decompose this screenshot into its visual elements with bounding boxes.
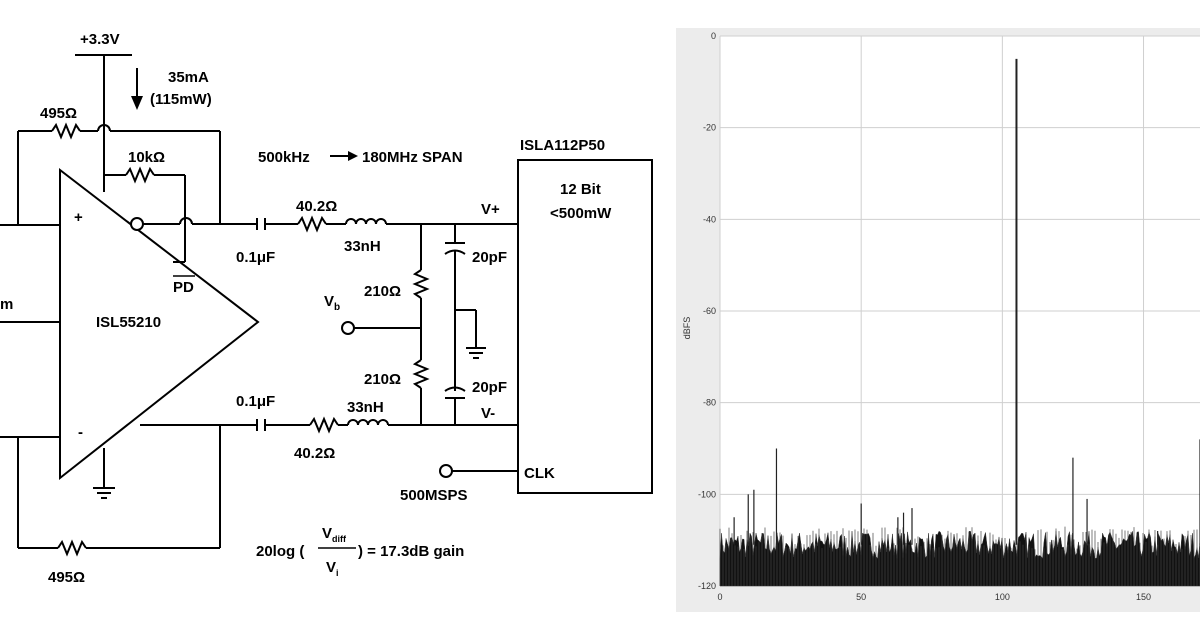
cap-adc-bot-plate-a <box>444 386 466 392</box>
gain-numerator: Vdiff <box>322 525 347 544</box>
amp-name: ISL55210 <box>96 314 161 331</box>
ind-top-label: 33nH <box>344 238 381 255</box>
cap-adc-bottom-label: 20pF <box>472 379 507 396</box>
r-pd-label: 10kΩ <box>128 149 165 166</box>
span-arrow-head <box>348 151 358 161</box>
out-plus-crossover <box>179 217 193 225</box>
current-label: 35mA <box>168 69 209 86</box>
ind-bottom <box>347 419 389 426</box>
cap-adc-top-label: 20pF <box>472 249 507 266</box>
r-feedback-bottom <box>57 539 87 557</box>
y-tick-label: -80 <box>703 398 716 408</box>
y-axis-label: dBFS <box>682 317 692 340</box>
r-bias-top <box>412 269 430 299</box>
r-bias-bottom-label: 210Ω <box>364 371 401 388</box>
vb-terminal <box>341 321 355 335</box>
supply-label: +3.3V <box>80 31 120 48</box>
y-tick-label: -20 <box>703 123 716 133</box>
r-feedback-bottom-label: 495Ω <box>48 569 85 586</box>
y-tick-label: -60 <box>703 306 716 316</box>
amplifier-symbol <box>59 167 260 481</box>
power-label: (115mW) <box>150 91 212 108</box>
span-label-2: 180MHz SPAN <box>362 149 463 166</box>
r-feedback-top-label: 495Ω <box>40 105 77 122</box>
clk-label: CLK <box>524 465 555 482</box>
x-tick-label: 150 <box>1136 592 1151 602</box>
fb-top-crossover <box>97 124 111 132</box>
r-pd <box>125 166 155 184</box>
adc-bits: 12 Bit <box>560 181 601 198</box>
r-series-bottom-label: 40.2Ω <box>294 445 335 462</box>
cap-bottom-label: 0.1μF <box>236 393 275 410</box>
clk-rate: 500MSPS <box>400 487 468 504</box>
gain-denominator: Vi <box>326 559 339 578</box>
adc-name: ISLA112P50 <box>520 137 605 154</box>
x-tick-label: 50 <box>856 592 866 602</box>
adc-power: <500mW <box>550 205 612 222</box>
ind-bottom-label: 33nH <box>347 399 384 416</box>
gain-prefix: 20log ( <box>256 543 304 560</box>
r-bias-bottom <box>412 359 430 389</box>
r-series-top <box>297 215 327 233</box>
x-tick-label: 100 <box>995 592 1010 602</box>
r-feedback-top <box>51 122 81 140</box>
vplus-label: V+ <box>481 201 500 218</box>
noise-floor <box>719 526 1200 587</box>
pd-label: PD <box>173 279 194 296</box>
input-fragment-label: m <box>0 296 13 313</box>
r-series-top-label: 40.2Ω <box>296 198 337 215</box>
cap-top-label: 0.1μF <box>236 249 275 266</box>
r-bias-top-label: 210Ω <box>364 283 401 300</box>
y-tick-label: -120 <box>698 581 716 591</box>
spur-layer <box>733 58 1200 545</box>
y-tick-label: 0 <box>711 31 716 41</box>
pd-bubble <box>130 217 144 231</box>
vminus-label: V- <box>481 405 495 422</box>
span-label: 500kHz <box>258 149 310 166</box>
y-tick-label: -40 <box>703 214 716 224</box>
vb-label: Vb <box>324 293 340 313</box>
r-series-bottom <box>309 416 339 434</box>
y-tick-label: -100 <box>698 489 716 499</box>
gain-suffix: ) = 17.3dB gain <box>358 543 464 560</box>
adc-block <box>517 159 653 494</box>
amp-minus-sign: - <box>78 424 83 441</box>
ind-top <box>345 218 387 225</box>
current-arrow-head <box>131 96 143 110</box>
clk-terminal <box>439 464 453 478</box>
amplifier-adc-schematic: +3.3V 35mA (115mW) 495Ω m + - ISL55210 1… <box>0 31 653 586</box>
cap-adc-top-plate-b <box>444 249 466 255</box>
x-tick-label: 0 <box>717 592 722 602</box>
amp-plus-sign: + <box>74 209 83 226</box>
